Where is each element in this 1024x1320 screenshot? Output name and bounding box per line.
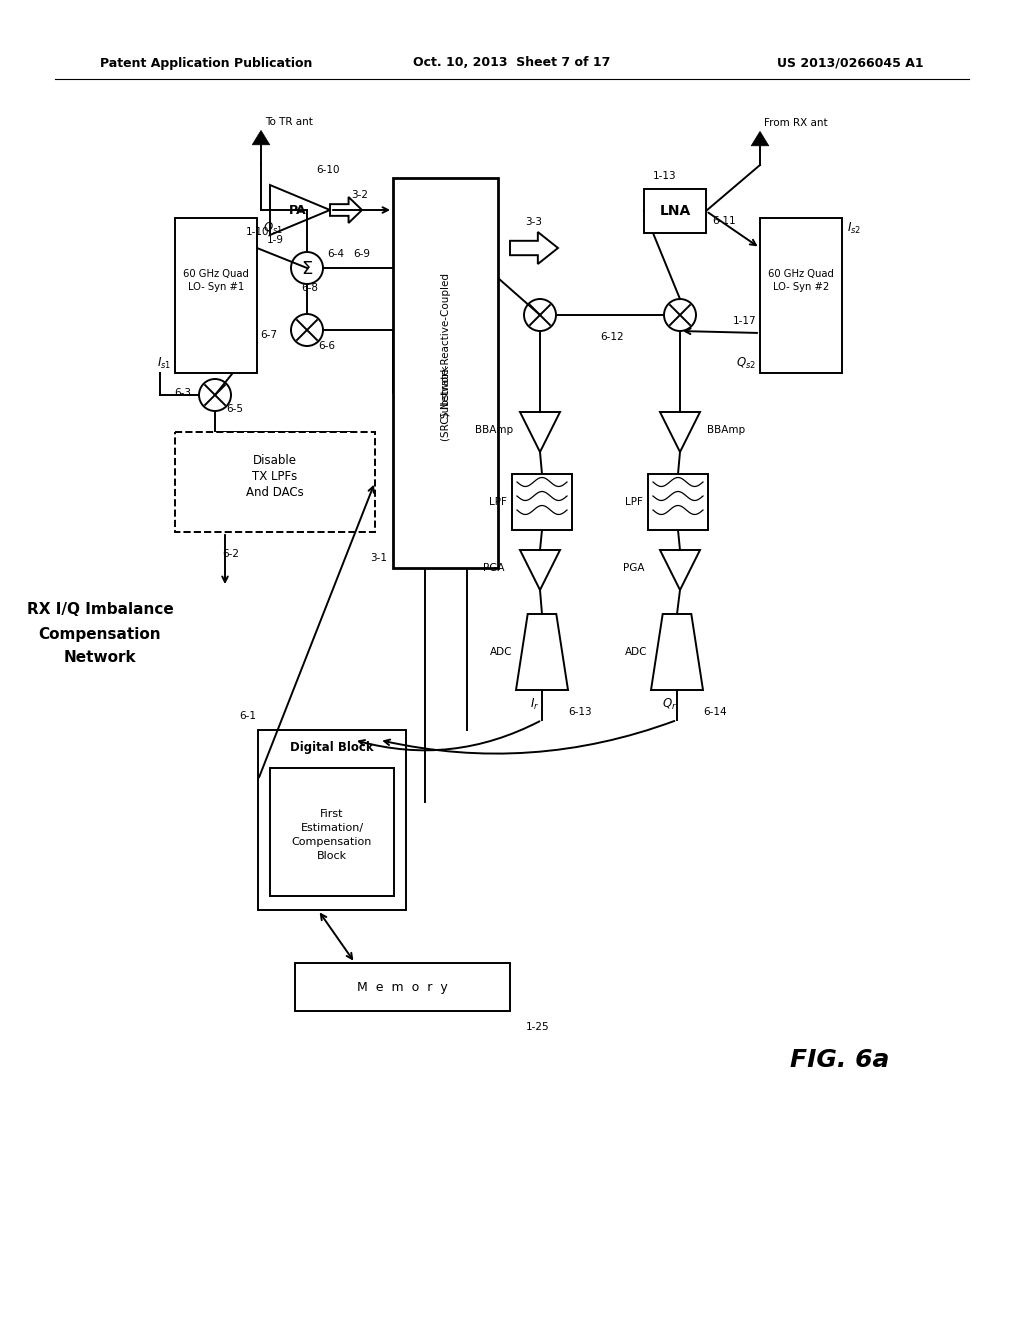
Text: Oct. 10, 2013  Sheet 7 of 17: Oct. 10, 2013 Sheet 7 of 17 <box>414 57 610 70</box>
Text: LO- Syn #1: LO- Syn #1 <box>187 282 244 293</box>
Text: Compensation: Compensation <box>39 627 162 642</box>
Text: ADC: ADC <box>625 647 647 657</box>
Text: $Q_{s2}$: $Q_{s2}$ <box>736 355 756 371</box>
Text: 6-6: 6-6 <box>318 341 336 351</box>
Text: $I_{s2}$: $I_{s2}$ <box>847 220 861 235</box>
Polygon shape <box>252 131 269 145</box>
Text: $I_r$: $I_r$ <box>529 697 539 711</box>
Bar <box>393 178 498 568</box>
Text: PA: PA <box>289 203 307 216</box>
Bar <box>512 474 572 531</box>
Text: LO- Syn #2: LO- Syn #2 <box>773 282 829 293</box>
Text: Disable: Disable <box>253 454 297 466</box>
Text: PGA: PGA <box>483 564 505 573</box>
Polygon shape <box>752 132 769 145</box>
Text: 3-2: 3-2 <box>351 190 369 201</box>
Text: 1-13: 1-13 <box>653 172 677 181</box>
Bar <box>644 189 706 234</box>
Text: (SRC) Network: (SRC) Network <box>440 366 451 441</box>
Text: ADC: ADC <box>489 647 512 657</box>
Text: TX LPFs: TX LPFs <box>252 470 298 483</box>
Text: 6-13: 6-13 <box>568 708 592 717</box>
Text: 6-1: 6-1 <box>239 711 256 721</box>
Text: 1-10: 1-10 <box>246 227 269 238</box>
Bar <box>648 474 708 531</box>
Bar <box>270 768 394 896</box>
Text: Compensation: Compensation <box>292 837 372 847</box>
Text: Digital Block: Digital Block <box>290 742 374 755</box>
Text: LPF: LPF <box>625 498 643 507</box>
Text: 6-2: 6-2 <box>222 549 240 558</box>
Text: 1-17: 1-17 <box>733 315 757 326</box>
Text: 6-5: 6-5 <box>226 404 244 414</box>
Text: US 2013/0266045 A1: US 2013/0266045 A1 <box>777 57 924 70</box>
Text: BBAmp: BBAmp <box>475 425 513 436</box>
Text: 6-12: 6-12 <box>600 333 624 342</box>
Bar <box>175 432 375 532</box>
Text: 6-7: 6-7 <box>260 330 278 341</box>
Text: Block: Block <box>317 851 347 861</box>
Text: To TR ant: To TR ant <box>265 117 313 127</box>
Text: And DACs: And DACs <box>246 486 304 499</box>
Text: Patent Application Publication: Patent Application Publication <box>100 57 312 70</box>
Bar <box>175 218 257 374</box>
Text: PGA: PGA <box>624 564 645 573</box>
Text: 6-8: 6-8 <box>301 282 318 293</box>
Text: BBAmp: BBAmp <box>707 425 745 436</box>
Text: 3-3: 3-3 <box>525 216 543 227</box>
Text: From RX ant: From RX ant <box>764 117 827 128</box>
Bar <box>295 964 510 1011</box>
Text: First: First <box>321 809 344 818</box>
Text: $Q_{s1}$: $Q_{s1}$ <box>263 220 283 235</box>
Text: 60 GHz Quad: 60 GHz Quad <box>183 268 249 279</box>
Text: Estimation/: Estimation/ <box>300 822 364 833</box>
Text: 6-10: 6-10 <box>316 165 340 176</box>
Text: 6-9: 6-9 <box>353 249 371 259</box>
Text: Network: Network <box>63 651 136 665</box>
Text: 6-11: 6-11 <box>712 216 735 226</box>
Bar <box>760 218 842 374</box>
Text: Substrate-Reactive-Coupled: Substrate-Reactive-Coupled <box>440 272 451 418</box>
Text: $\Sigma$: $\Sigma$ <box>301 260 313 279</box>
Text: 3-1: 3-1 <box>370 553 387 564</box>
Text: 60 GHz Quad: 60 GHz Quad <box>768 268 834 279</box>
Text: LNA: LNA <box>659 205 690 218</box>
Text: 1-25: 1-25 <box>526 1022 550 1032</box>
Text: 6-4: 6-4 <box>327 249 344 259</box>
Text: RX I/Q Imbalance: RX I/Q Imbalance <box>27 602 173 618</box>
Text: FIG. 6a: FIG. 6a <box>791 1048 890 1072</box>
Text: LPF: LPF <box>489 498 507 507</box>
Text: 6-14: 6-14 <box>703 708 727 717</box>
Text: M  e  m  o  r  y: M e m o r y <box>357 981 447 994</box>
Text: $I_{s1}$: $I_{s1}$ <box>157 355 171 371</box>
Text: 6-3: 6-3 <box>174 388 191 399</box>
Text: 1-9: 1-9 <box>266 235 284 246</box>
Bar <box>258 730 406 909</box>
Text: $Q_r$: $Q_r$ <box>662 697 677 711</box>
